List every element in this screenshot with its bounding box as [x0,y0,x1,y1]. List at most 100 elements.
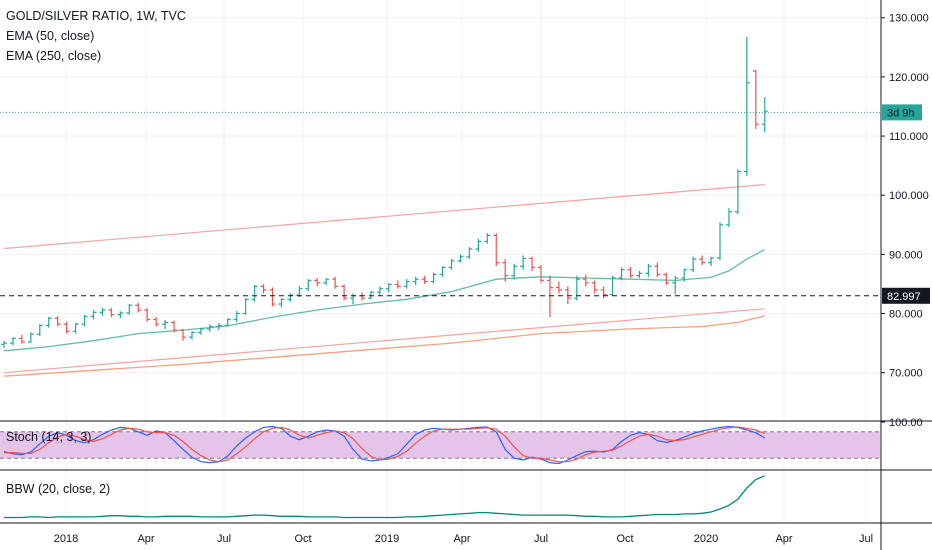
candle [421,275,428,284]
ema250-line [3,315,765,377]
candle [135,302,142,313]
candle [466,247,473,260]
candle [323,278,330,286]
ema250-legend[interactable]: EMA (250, close) [6,49,102,63]
candle [573,275,580,301]
candle [72,322,79,334]
candle [672,275,679,295]
candle [305,279,312,292]
candle [546,275,553,318]
time-tick-label: 2019 [375,533,399,545]
candle [367,291,374,300]
candle [242,298,249,315]
candle [555,281,562,294]
candle [376,286,383,296]
candle [690,256,697,273]
chart-title: GOLD/SILVER RATIO, 1W, TVC [6,9,186,23]
grid [0,0,932,524]
candle [752,69,759,129]
time-tick-label: Jul [534,533,548,545]
candle [600,286,607,299]
price-line-tag-bg [882,287,930,304]
candle [761,97,768,133]
candle [296,286,303,297]
candle [734,169,741,215]
candle [439,266,446,277]
candle [188,331,195,340]
candle [54,315,61,327]
candle [484,233,491,244]
time-tick-label: Oct [616,533,633,545]
candle [81,314,88,327]
candle [332,276,339,289]
candle [457,254,464,263]
candle [636,270,643,279]
candle [18,334,25,344]
legend: GOLD/SILVER RATIO, 1W, TVC EMA (50, clos… [6,6,186,66]
candle [278,298,285,308]
candle [403,279,410,289]
candle [654,262,661,277]
candle [564,286,571,305]
candle [1,340,7,348]
candle [627,266,634,279]
candle [717,222,723,261]
bbw-pane[interactable] [4,475,765,519]
stochastic-pane[interactable] [0,425,880,465]
candle [9,337,16,346]
candle [385,282,392,293]
candle [412,276,419,286]
countdown-tag: 3d 9h [887,107,915,119]
candle [725,208,732,228]
countdown-tag-bg [882,104,922,121]
bbw-line [4,475,765,519]
stoch-legend[interactable]: Stoch (14, 3, 3) [6,430,92,444]
candle [529,256,536,271]
time-tick-label: 2018 [54,533,78,545]
channel-lower-line [3,308,765,374]
candle [314,278,321,287]
price-tick-label: 70.000 [889,368,923,380]
candle [511,263,518,280]
price-line-tag: 82.997 [887,291,921,303]
candle [708,256,715,267]
candle [502,259,509,282]
candle [663,272,670,286]
candle [27,332,34,344]
price-pane[interactable] [0,36,880,377]
candle [171,320,178,333]
time-tick-label: Jul [217,533,231,545]
price-tags: 82.997 3d 9h [882,104,930,304]
stoch-tick-label: 100.00 [889,417,923,429]
candle [99,307,106,316]
candle [475,238,482,252]
time-tick-label: Apr [137,533,154,545]
candle [591,280,598,294]
stoch-d-line [3,426,765,463]
bbw-legend[interactable]: BBW (20, close, 2) [6,482,111,496]
price-tick-label: 130.000 [889,13,929,25]
ema50-legend[interactable]: EMA (50, close) [6,29,95,43]
time-tick-label: Apr [453,533,470,545]
price-tick-label: 90.000 [889,249,923,261]
channel-upper-line [3,184,765,250]
candle [269,287,276,307]
candle [117,311,124,319]
time-tick-label: Oct [294,533,311,545]
candle [45,317,52,328]
candle [609,275,616,296]
candle [233,311,240,322]
time-tick-label: 2020 [694,533,718,545]
price-axis[interactable]: 130.000 120.000 110.000 100.000 90.000 80.000… [880,0,929,550]
price-tick-label: 80.000 [889,309,923,321]
price-tick-label: 100.000 [889,190,929,202]
time-axis[interactable]: 2018 Apr Jul Oct 2019 Apr Jul Oct 2020 Apr Jul [54,533,873,545]
candle [36,324,43,336]
candle [153,317,160,327]
price-tick-label: 110.000 [889,131,928,143]
candle [260,283,267,294]
candle [350,293,357,305]
time-tick-label: Apr [775,533,792,545]
candle [224,318,231,327]
